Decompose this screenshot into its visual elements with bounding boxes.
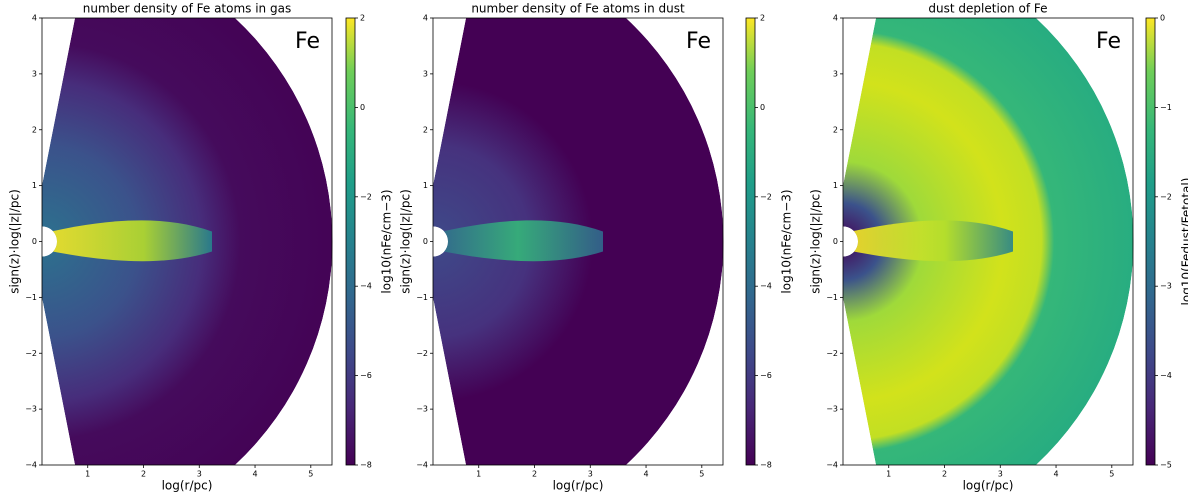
- colorbar: [1145, 17, 1156, 466]
- y-tick-label: −4: [416, 461, 428, 470]
- colorbar-tick-label: −2: [760, 192, 772, 201]
- colorbar-tick-label: −8: [760, 461, 772, 470]
- colorbar-tick-label: 0: [360, 103, 365, 112]
- plot-title: dust depletion of Fe: [928, 2, 1047, 16]
- x-tick-label: 2: [942, 470, 947, 479]
- colorbar-label: log10(nFe/cm−3): [780, 189, 794, 293]
- x-tick-label: 4: [252, 470, 257, 479]
- colorbar-tick-label: −4: [760, 282, 772, 291]
- y-tick-label: −1: [416, 293, 428, 302]
- heatmap-field: [843, 18, 1134, 465]
- y-tick-label: 4: [32, 14, 37, 23]
- colorbar-tick-label: 2: [760, 14, 765, 23]
- colorbar-tick-label: −8: [360, 461, 372, 470]
- y-tick-label: 3: [833, 69, 838, 78]
- x-tick-label: 3: [197, 470, 202, 479]
- y-tick-label: 2: [32, 125, 37, 134]
- x-tick-label: 4: [1053, 470, 1058, 479]
- y-tick-label: −3: [416, 405, 428, 414]
- y-tick-label: −1: [826, 293, 838, 302]
- midplane-streak: [843, 220, 1013, 262]
- y-tick-label: 2: [423, 125, 428, 134]
- y-tick-label: −4: [826, 461, 838, 470]
- y-tick-label: 3: [423, 69, 428, 78]
- y-tick-label: −3: [826, 405, 838, 414]
- y-axis-label: sign(z)·log(|z|/pc): [809, 189, 823, 294]
- y-tick-label: 2: [833, 125, 838, 134]
- x-tick-label: 3: [588, 470, 593, 479]
- plot-title: number density of Fe atoms in gas: [83, 2, 291, 16]
- x-tick-label: 2: [141, 470, 146, 479]
- heatmap-field: [42, 18, 333, 465]
- colorbar-tick-label: −6: [760, 371, 772, 380]
- colorbar-tick-label: −5: [1160, 461, 1172, 470]
- y-tick-label: 0: [423, 237, 428, 246]
- x-tick-label: 5: [699, 470, 704, 479]
- annotation: Fe: [686, 29, 711, 54]
- colorbar: [345, 17, 356, 466]
- y-tick-label: −2: [25, 349, 37, 358]
- y-tick-label: 0: [833, 237, 838, 246]
- y-tick-label: 4: [833, 14, 838, 23]
- colorbar-tick-label: 0: [760, 103, 765, 112]
- y-tick-label: 1: [833, 181, 838, 190]
- y-tick-label: −2: [416, 349, 428, 358]
- x-tick-label: 1: [85, 470, 90, 479]
- x-axis-label: log(r/pc): [963, 479, 1014, 492]
- colorbar-tick-label: −4: [360, 282, 372, 291]
- plot-title: number density of Fe atoms in dust: [471, 2, 685, 16]
- colorbar-tick-label: −6: [360, 371, 372, 380]
- x-tick-label: 1: [476, 470, 481, 479]
- x-tick-label: 5: [1109, 470, 1114, 479]
- colorbar-tick-label: −2: [360, 192, 372, 201]
- colorbar-tick-label: −2: [1160, 192, 1172, 201]
- y-tick-label: 1: [423, 181, 428, 190]
- x-axis-label: log(r/pc): [553, 479, 604, 492]
- colorbar-label: log10(Fedust/Fetotal): [1180, 178, 1188, 306]
- y-tick-label: 0: [32, 237, 37, 246]
- annotation: Fe: [1096, 29, 1121, 54]
- colorbar: [745, 17, 756, 466]
- x-axis-label: log(r/pc): [162, 479, 213, 492]
- annotation: Fe: [295, 29, 320, 54]
- colorbar-tick-label: 2: [360, 14, 365, 23]
- midplane-streak: [433, 220, 603, 262]
- y-tick-label: 4: [423, 14, 428, 23]
- x-tick-label: 5: [308, 470, 313, 479]
- y-axis-label: sign(z)·log(|z|/pc): [399, 189, 413, 294]
- x-tick-label: 1: [886, 470, 891, 479]
- y-axis-label: sign(z)·log(|z|/pc): [8, 189, 22, 294]
- y-tick-label: 3: [32, 69, 37, 78]
- x-tick-label: 3: [998, 470, 1003, 479]
- colorbar-tick-label: −4: [1160, 371, 1172, 380]
- colorbar-tick-label: 0: [1160, 14, 1165, 23]
- y-tick-label: −2: [826, 349, 838, 358]
- colorbar-tick-label: −1: [1160, 103, 1172, 112]
- x-tick-label: 4: [643, 470, 648, 479]
- midplane-streak: [42, 220, 212, 262]
- heatmap-field: [433, 18, 724, 465]
- y-tick-label: −4: [25, 461, 37, 470]
- y-tick-label: −1: [25, 293, 37, 302]
- y-tick-label: −3: [25, 405, 37, 414]
- colorbar-label: log10(nFe/cm−3): [380, 189, 394, 293]
- x-tick-label: 2: [532, 470, 537, 479]
- y-tick-label: 1: [32, 181, 37, 190]
- colorbar-tick-label: −3: [1160, 282, 1172, 291]
